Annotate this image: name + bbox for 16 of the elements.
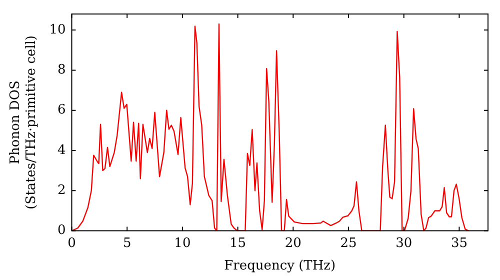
x-tick-label: 15: [230, 236, 246, 251]
x-tick-label: 5: [122, 236, 132, 251]
y-tick-label: 0: [57, 223, 66, 238]
y-axis-title: Phonon DOS (States/THz·primitive cell): [8, 35, 39, 210]
x-tick-label: 30: [396, 236, 412, 251]
x-tick-label: 35: [450, 236, 468, 251]
x-tick-label: 25: [340, 236, 357, 251]
y-tick-label: 6: [57, 102, 66, 118]
x-tick-label: 10: [174, 236, 191, 251]
y-tick-label: 4: [57, 142, 66, 158]
x-tick-label: 0: [68, 236, 76, 251]
x-tick-label: 20: [284, 236, 302, 251]
y-tick-label: 10: [49, 22, 66, 38]
y-tick-label: 8: [57, 62, 66, 78]
x-axis-title: Frequency (THz): [224, 258, 336, 274]
y-tick-label: 2: [57, 183, 66, 198]
